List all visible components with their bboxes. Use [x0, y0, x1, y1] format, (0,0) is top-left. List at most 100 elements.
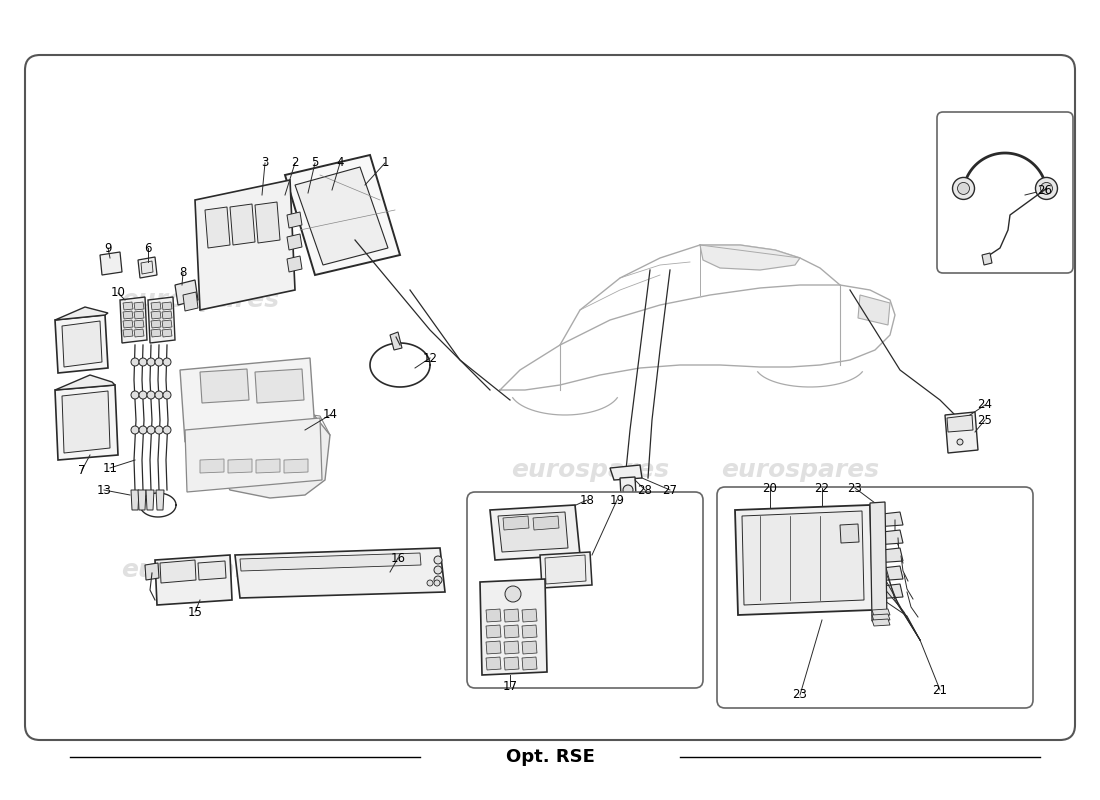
- Circle shape: [155, 391, 163, 399]
- Text: 3: 3: [262, 157, 268, 170]
- Text: 21: 21: [933, 683, 947, 697]
- Polygon shape: [151, 311, 161, 319]
- Polygon shape: [486, 625, 500, 638]
- Polygon shape: [504, 625, 519, 638]
- Polygon shape: [255, 202, 280, 243]
- Polygon shape: [700, 245, 800, 270]
- Polygon shape: [982, 253, 992, 265]
- Circle shape: [131, 426, 139, 434]
- Circle shape: [139, 358, 147, 366]
- Polygon shape: [180, 358, 315, 442]
- Polygon shape: [504, 657, 519, 670]
- Circle shape: [957, 182, 969, 194]
- Polygon shape: [544, 555, 586, 584]
- Polygon shape: [873, 530, 903, 545]
- Polygon shape: [228, 459, 252, 473]
- Polygon shape: [498, 512, 568, 552]
- Circle shape: [623, 485, 632, 495]
- Polygon shape: [872, 619, 890, 626]
- Polygon shape: [742, 511, 864, 605]
- Text: eurospares: eurospares: [121, 288, 279, 312]
- Polygon shape: [295, 167, 388, 265]
- Circle shape: [427, 580, 433, 586]
- Text: 25: 25: [978, 414, 992, 426]
- Polygon shape: [287, 234, 303, 250]
- Circle shape: [163, 426, 170, 434]
- Text: 13: 13: [97, 483, 111, 497]
- Text: 5: 5: [311, 157, 319, 170]
- Polygon shape: [134, 302, 144, 310]
- Text: 7: 7: [78, 463, 86, 477]
- Text: 27: 27: [662, 483, 678, 497]
- Circle shape: [147, 426, 155, 434]
- FancyBboxPatch shape: [25, 55, 1075, 740]
- Polygon shape: [858, 295, 890, 325]
- Text: 1: 1: [382, 157, 388, 170]
- Polygon shape: [235, 548, 446, 598]
- Polygon shape: [155, 555, 232, 605]
- Circle shape: [434, 576, 442, 584]
- Polygon shape: [120, 297, 147, 343]
- Polygon shape: [947, 415, 974, 432]
- Polygon shape: [145, 563, 160, 580]
- Polygon shape: [870, 502, 887, 621]
- Polygon shape: [62, 321, 102, 367]
- Circle shape: [131, 391, 139, 399]
- Circle shape: [434, 580, 440, 586]
- Polygon shape: [148, 297, 175, 343]
- Polygon shape: [522, 641, 537, 654]
- Text: eurospares: eurospares: [720, 458, 879, 482]
- Polygon shape: [214, 410, 330, 498]
- Polygon shape: [480, 579, 547, 675]
- Text: 2: 2: [292, 157, 299, 170]
- Polygon shape: [175, 280, 198, 305]
- Polygon shape: [162, 329, 172, 337]
- Text: 20: 20: [762, 482, 778, 494]
- Polygon shape: [62, 391, 110, 453]
- Polygon shape: [872, 609, 890, 616]
- Polygon shape: [123, 311, 133, 319]
- Polygon shape: [205, 207, 230, 248]
- Text: 19: 19: [609, 494, 625, 506]
- Polygon shape: [490, 505, 580, 560]
- FancyBboxPatch shape: [468, 492, 703, 688]
- Polygon shape: [55, 375, 116, 390]
- Polygon shape: [123, 320, 133, 328]
- Polygon shape: [138, 257, 157, 278]
- Polygon shape: [504, 609, 519, 622]
- FancyBboxPatch shape: [937, 112, 1072, 273]
- Polygon shape: [195, 180, 295, 310]
- Polygon shape: [131, 490, 139, 510]
- Polygon shape: [873, 548, 903, 563]
- Polygon shape: [156, 490, 164, 510]
- Polygon shape: [162, 302, 172, 310]
- Text: 17: 17: [503, 679, 517, 693]
- Polygon shape: [55, 307, 108, 320]
- Text: 23: 23: [848, 482, 862, 494]
- Polygon shape: [503, 516, 529, 530]
- Polygon shape: [620, 477, 636, 496]
- Polygon shape: [160, 560, 196, 583]
- Polygon shape: [255, 369, 304, 403]
- Polygon shape: [287, 256, 303, 272]
- Text: 6: 6: [144, 242, 152, 254]
- Polygon shape: [198, 561, 226, 580]
- Polygon shape: [486, 657, 500, 670]
- Polygon shape: [840, 524, 859, 543]
- Text: 26: 26: [1037, 183, 1053, 197]
- Polygon shape: [230, 204, 255, 245]
- FancyBboxPatch shape: [717, 487, 1033, 708]
- Polygon shape: [55, 385, 118, 460]
- Polygon shape: [872, 614, 890, 621]
- Polygon shape: [151, 320, 161, 328]
- Polygon shape: [284, 459, 308, 473]
- Polygon shape: [134, 320, 144, 328]
- Text: 9: 9: [104, 242, 112, 254]
- Text: 28: 28: [638, 483, 652, 497]
- Polygon shape: [534, 516, 559, 530]
- Circle shape: [505, 586, 521, 602]
- Text: 8: 8: [179, 266, 187, 279]
- Polygon shape: [486, 609, 500, 622]
- Text: 16: 16: [390, 551, 406, 565]
- Polygon shape: [256, 459, 280, 473]
